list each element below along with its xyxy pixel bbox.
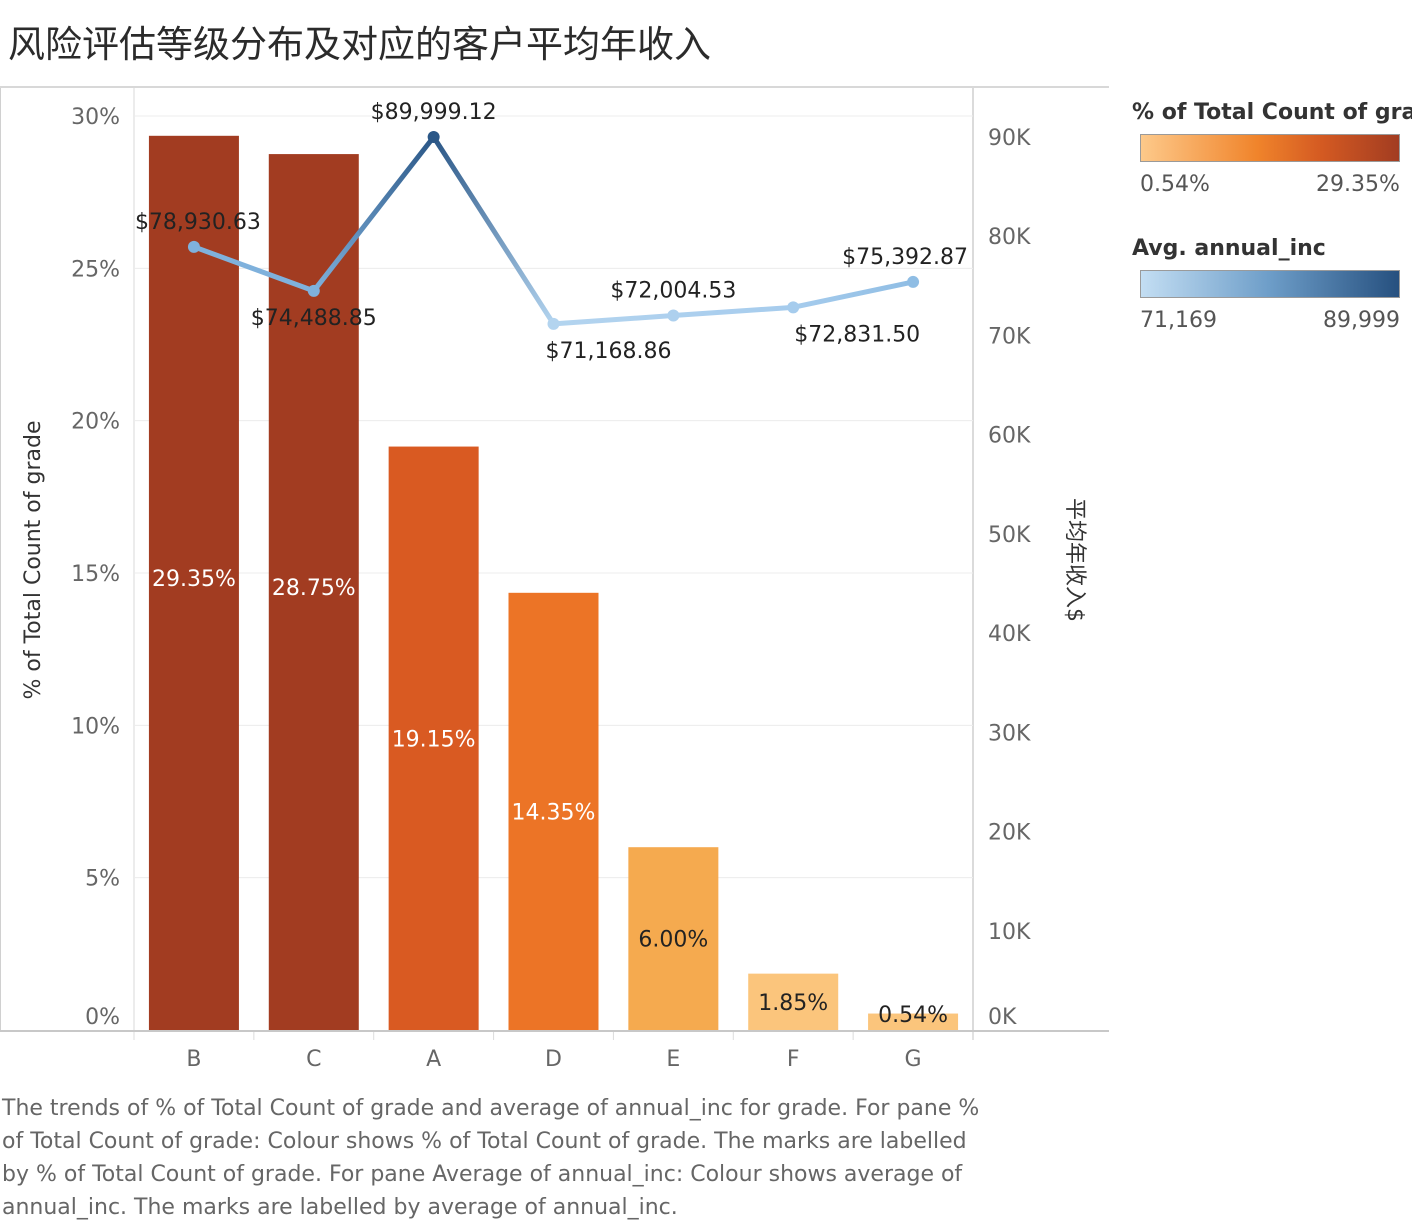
income-data-label: $72,831.50 [794,322,920,347]
income-data-label: $71,168.86 [546,339,672,364]
chart-title: 风险评估等级分布及对应的客户平均年收入 [8,23,711,66]
income-data-label: $89,999.12 [371,100,497,125]
legend-pct-gradient [1140,134,1400,162]
bar-data-label: 0.54% [878,1003,948,1028]
bar-d [508,592,599,1030]
y-right-tick-label: 90K [988,126,1031,151]
income-point-a [427,131,440,144]
y-right-tick-label: 80K [988,225,1031,250]
income-point-f [787,301,800,314]
y-left-tick-label: 10% [71,714,120,739]
bar-data-label: 14.35% [512,800,596,825]
chart-caption: The trends of % of Total Count of grade … [2,1096,980,1220]
y-left-axis-title: % of Total Count of grade [21,421,46,700]
income-line-segment [191,244,317,294]
legend-pct-min: 0.54% [1140,172,1210,197]
income-point-d [547,317,560,330]
x-tick-label: G [905,1047,922,1072]
legend-pct-title: % of Total Count of gra.. [1132,100,1412,125]
y-left-tick-label: 5% [85,867,120,892]
income-point-c [307,284,320,297]
bar-data-label: 1.85% [758,991,828,1016]
x-tick-label: B [186,1047,201,1072]
bar-data-label: 19.15% [392,727,476,752]
y-right-tick-label: 40K [988,622,1031,647]
y-right-tick-label: 20K [988,821,1031,846]
bar-b [148,135,239,1030]
y-left-tick-label: 25% [71,257,120,282]
legend-inc-min: 71,169 [1140,308,1217,333]
y-right-tick-label: 50K [988,523,1031,548]
income-line-segment [670,304,796,319]
y-left-tick-label: 30% [71,105,120,130]
income-point-e [667,309,680,322]
income-line-segment [551,313,676,327]
y-right-axis-title: 平均年收入$ [1062,498,1087,622]
bar-e [628,847,719,1030]
bar-data-label: 28.75% [272,576,356,601]
bar-a [388,446,479,1030]
y-right-tick-label: 70K [988,324,1031,349]
title-divider [0,86,1109,88]
legend-inc-title: Avg. annual_inc [1132,236,1326,261]
income-data-label: $78,930.63 [135,210,261,235]
y-left-tick-label: 0% [85,1005,120,1030]
y-left-tick-label: 15% [71,562,120,587]
income-line-segment [790,279,916,310]
legend-inc-gradient [1140,270,1400,298]
bar-g [868,1013,959,1030]
y-left-tick-label: 20% [71,410,120,435]
x-tick-label: E [666,1047,680,1072]
x-tick-label: C [306,1047,321,1072]
income-line-segment [431,134,556,327]
combo-chart: 0% 5% 10% 15% 20% 25% 30% 0K 10K 20K 30K 40K 50K 60K 7… [0,88,1109,1072]
income-line-segment [311,134,437,294]
y-right-tick-label: 30K [988,721,1031,746]
x-tick-label: D [545,1047,562,1072]
bar-f [748,973,839,1030]
bar-c [268,154,359,1031]
legend-inc-max: 89,999 [1323,308,1400,333]
y-right-tick-label: 0K [988,1005,1017,1030]
income-data-label: $74,488.85 [251,306,377,331]
y-right-tick-label: 60K [988,424,1031,449]
income-point-b [187,240,200,253]
x-tick-label: A [426,1047,441,1072]
income-data-label: $75,392.87 [842,245,968,270]
bar-data-label: 6.00% [638,928,708,953]
income-data-label: $72,004.53 [610,279,736,304]
income-point-g [907,275,920,288]
legend-pct-max: 29.35% [1316,172,1400,197]
y-right-tick-label: 10K [988,920,1031,945]
x-tick-label: F [787,1047,800,1072]
bar-data-label: 29.35% [152,567,236,592]
